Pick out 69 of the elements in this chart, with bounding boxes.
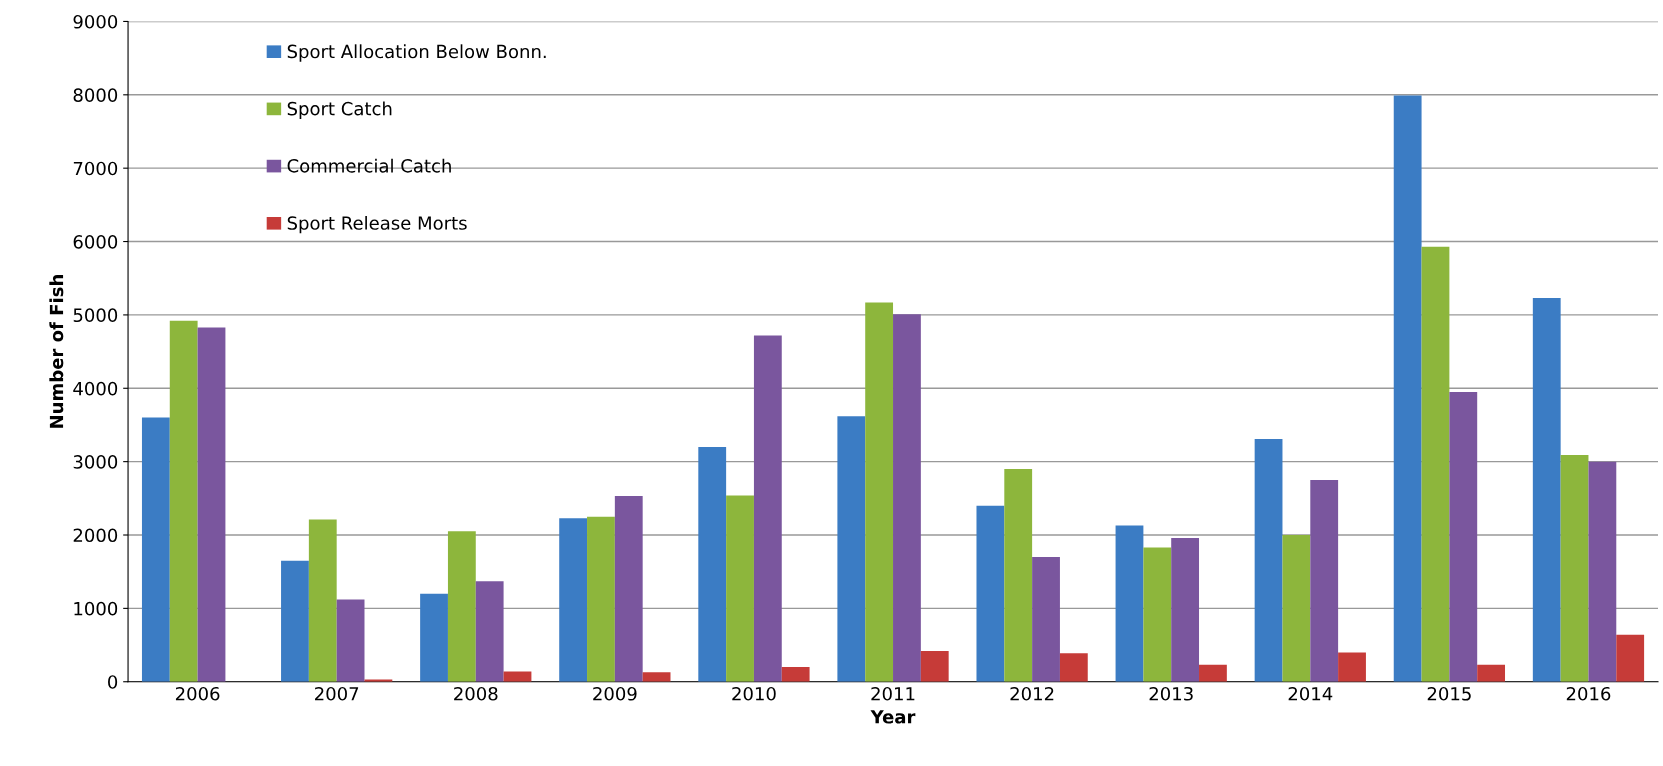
bar: [475, 581, 504, 682]
bar: [308, 519, 337, 682]
bar: [559, 518, 588, 682]
bar: [1421, 246, 1450, 682]
bar: [503, 671, 532, 682]
bar: [1199, 664, 1227, 682]
x-axis-title: Year: [870, 710, 916, 724]
legend-label: Sport Allocation Below Bonn.: [287, 44, 546, 62]
x-tick-label: 2011: [871, 686, 915, 701]
bar: [1254, 438, 1283, 682]
x-tick-label: 2010: [732, 686, 776, 701]
bar: [1310, 479, 1339, 682]
bar: [614, 496, 643, 682]
y-tick-label: 1000: [74, 601, 118, 616]
bar: [1032, 557, 1060, 682]
x-tick-label: 2014: [1288, 686, 1333, 701]
bar: [1560, 455, 1589, 682]
x-tick-label: 2009: [593, 686, 637, 701]
y-tick-label: 8000: [73, 88, 118, 102]
bar: [587, 516, 615, 682]
bar: [781, 667, 810, 682]
x-tick-label: 2016: [1566, 686, 1611, 701]
y-tick-label: 9000: [73, 14, 118, 29]
bar: [1171, 537, 1200, 682]
bar: [726, 495, 754, 682]
bar: [1282, 535, 1311, 682]
x-tick-label: 2007: [315, 686, 359, 701]
bar: [1393, 95, 1422, 682]
y-tick-label: 0: [108, 675, 118, 689]
y-tick-label: 7000: [73, 161, 118, 176]
bar: [1449, 391, 1478, 682]
y-tick-label: 5000: [73, 308, 118, 323]
bar: [893, 314, 921, 682]
bar: [420, 593, 448, 682]
bar: [141, 417, 170, 682]
x-tick-label: 2008: [454, 686, 498, 701]
x-tick-label: 2012: [1010, 686, 1054, 701]
bar: [1115, 525, 1144, 682]
y-tick-label: 6000: [73, 235, 118, 249]
bar: [1616, 634, 1645, 682]
bar: [336, 599, 365, 682]
bar: [281, 560, 309, 682]
y-axis-title: Number of Fish: [49, 275, 64, 428]
x-tick-label: 2006: [175, 686, 220, 701]
bar: [169, 320, 198, 682]
y-tick-label: 4000: [73, 381, 118, 396]
legend-label: Sport Catch: [287, 101, 392, 119]
bar: [976, 505, 1005, 682]
legend-label: Commercial Catch: [287, 158, 451, 173]
x-tick-label: 2015: [1427, 686, 1471, 701]
bar: [1477, 664, 1506, 682]
bar: [1532, 298, 1561, 682]
bar: [1059, 653, 1088, 682]
bar: [1588, 461, 1617, 682]
bar: [920, 650, 949, 682]
y-tick-label: 2000: [73, 528, 118, 543]
bar: [642, 672, 671, 682]
bar: [1143, 547, 1172, 682]
bar: [1338, 652, 1366, 682]
bar: [837, 416, 866, 682]
x-tick-label: 2013: [1149, 686, 1193, 701]
y-tick-label: 3000: [73, 455, 118, 469]
bar: [447, 531, 476, 682]
bar: [698, 446, 727, 682]
bar: [865, 302, 894, 682]
bar: [197, 327, 226, 682]
bar: [1004, 468, 1033, 682]
legend-label: Sport Release Morts: [287, 215, 467, 234]
bar: [753, 335, 782, 682]
